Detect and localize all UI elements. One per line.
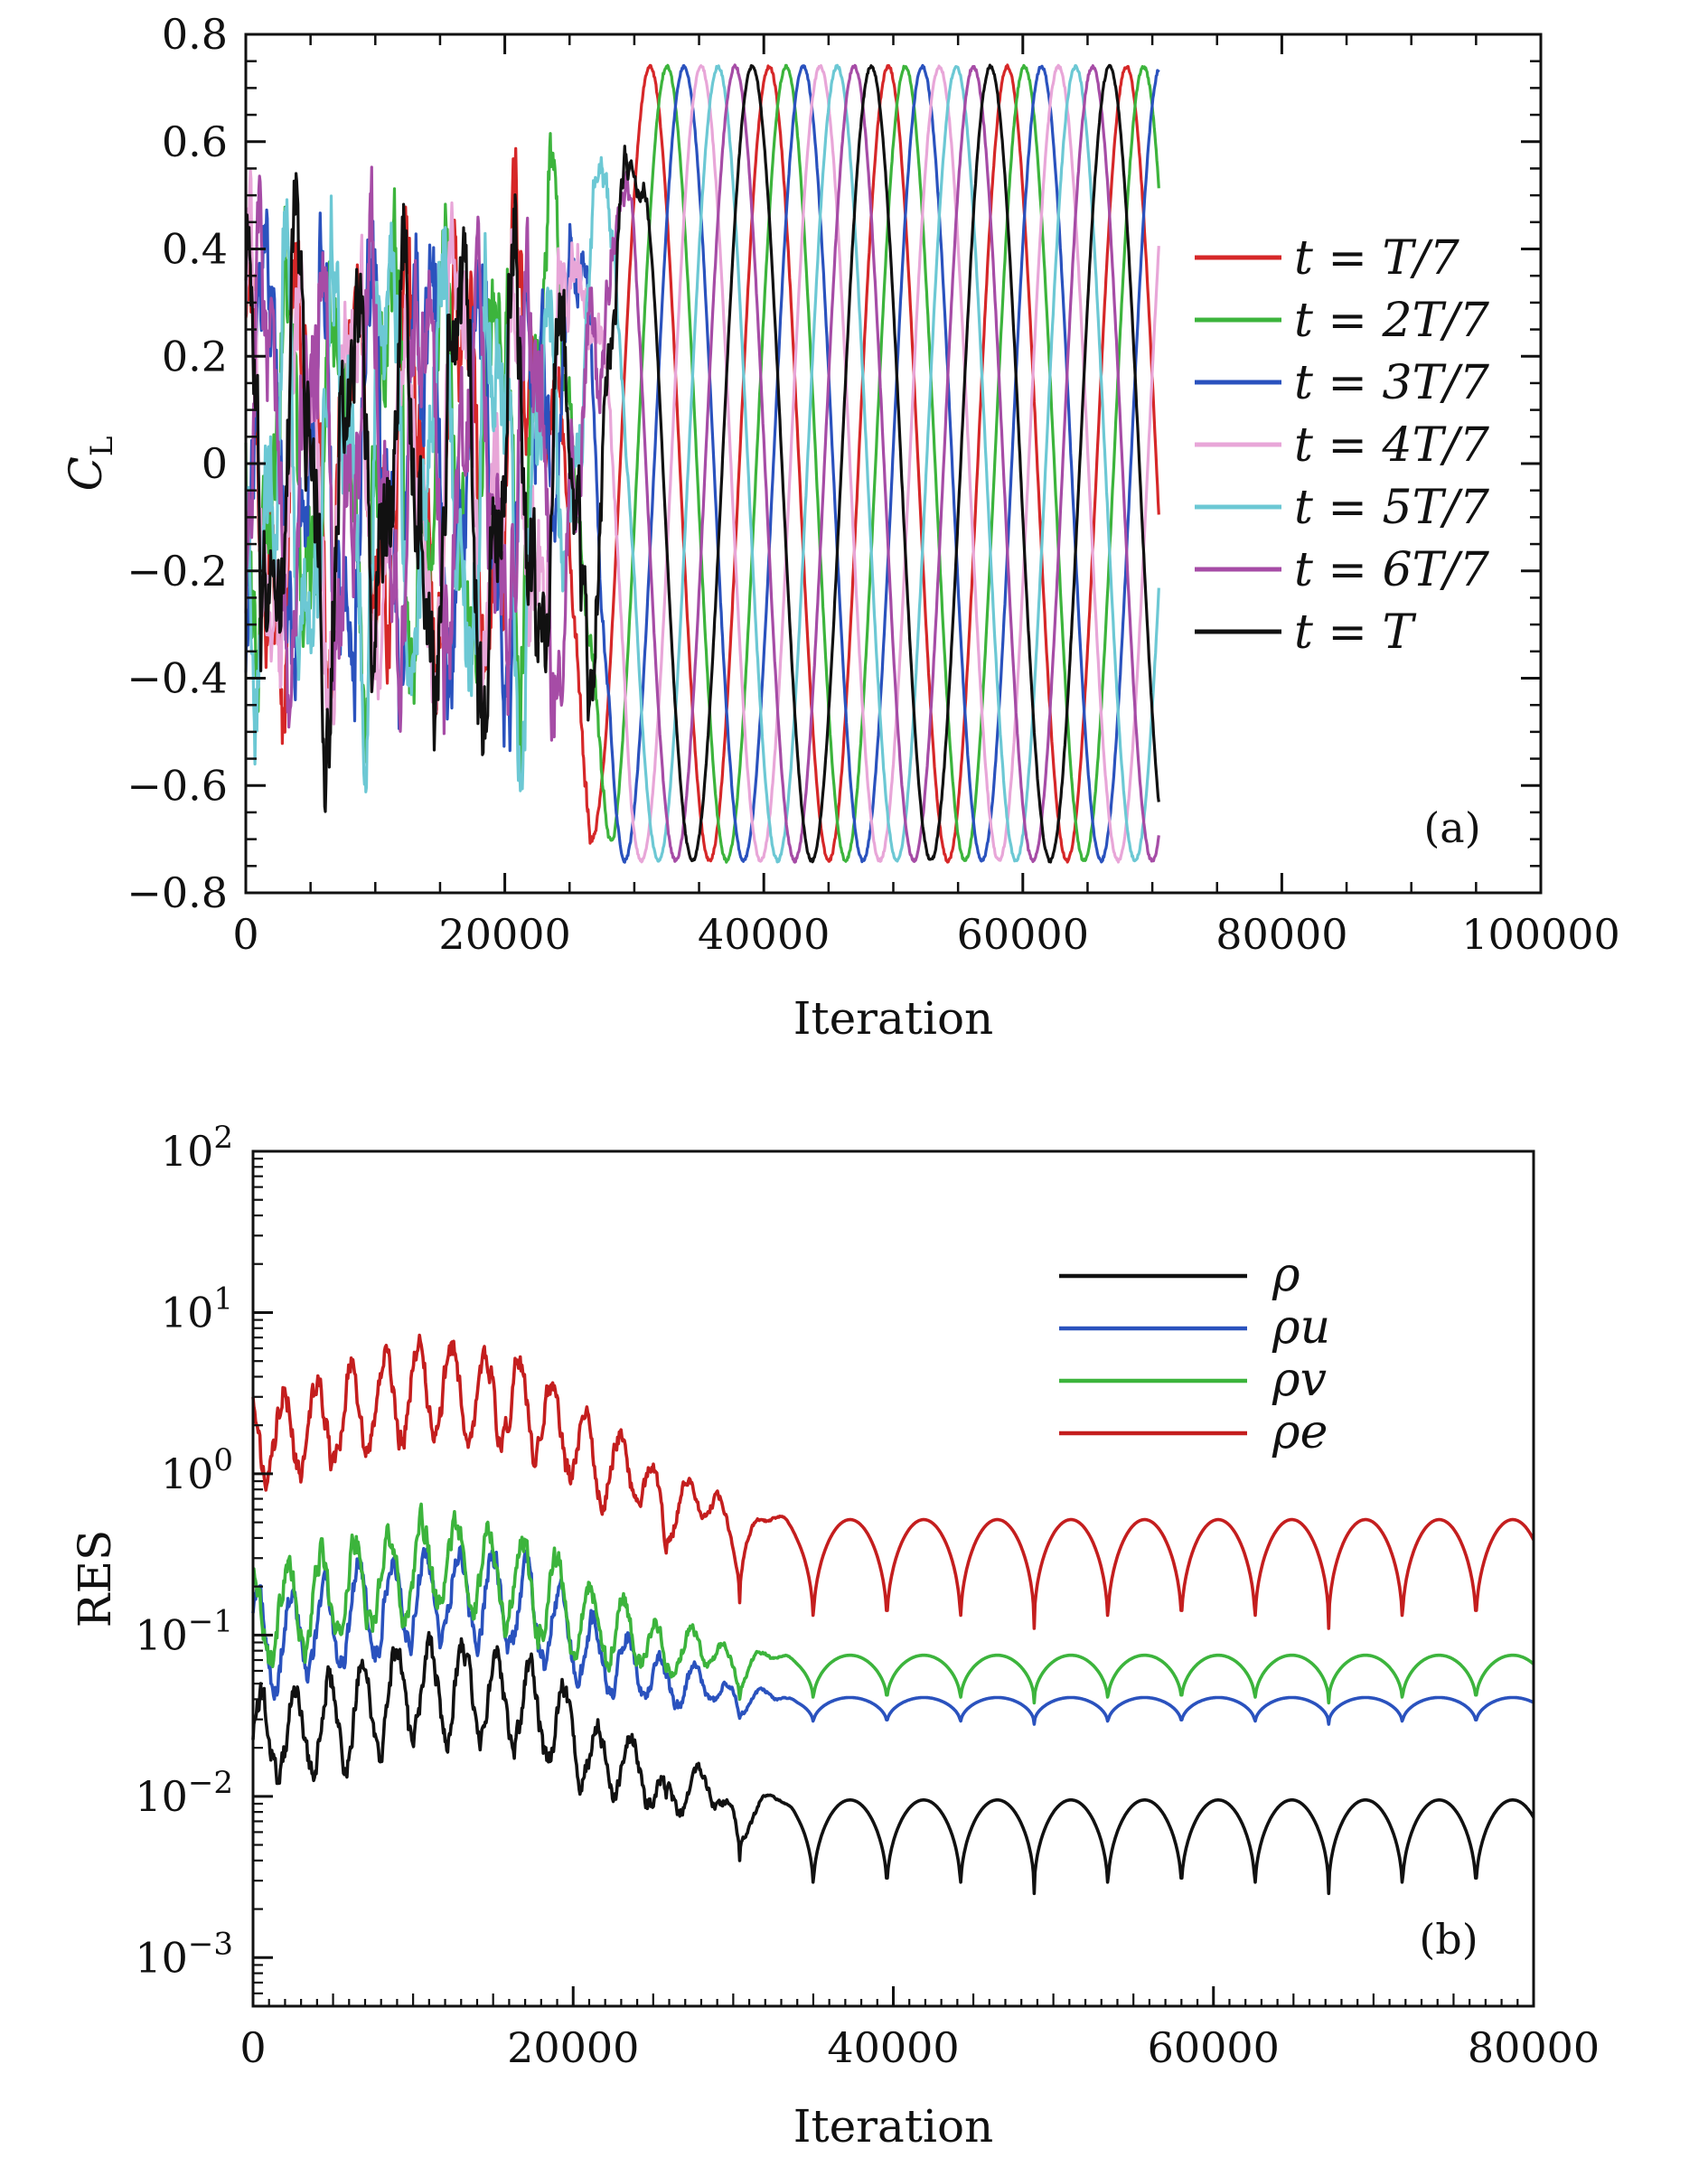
y-tick-label: 102 (161, 1120, 233, 1176)
legend-item-3: t = 3T/7 (1195, 356, 1490, 410)
y-tick-exponent: 0 (213, 1442, 233, 1478)
x-tick-label: 40000 (827, 2023, 959, 2072)
panel-a-y-axis-label-main: C (60, 456, 112, 491)
legend-item-1: ρ (1059, 1248, 1300, 1302)
panel-a-y-axis-label: CL (60, 436, 120, 492)
y-tick-base: 10 (161, 1288, 214, 1337)
legend-item-5: t = 5T/7 (1195, 481, 1490, 535)
y-tick-base: 10 (161, 1127, 214, 1176)
x-tick-label: 100000 (1461, 910, 1620, 959)
legend-item-3: ρv (1059, 1353, 1327, 1407)
y-tick-exponent: −1 (188, 1603, 233, 1639)
y-tick-base: 10 (135, 1772, 188, 1821)
y-tick-label: −0.2 (127, 547, 228, 596)
y-tick-exponent: 2 (213, 1120, 233, 1156)
panel-a-y-axis-label-subscript: L (84, 436, 120, 457)
x-tick-label: 0 (239, 2023, 266, 2072)
legend-label: ρ (1272, 1248, 1300, 1302)
y-tick-label: −0.6 (127, 761, 228, 810)
y-tick-label: 0.4 (162, 225, 228, 274)
y-tick-label: 10−2 (135, 1765, 233, 1821)
y-tick-base: 10 (161, 1449, 214, 1498)
x-tick-label: 80000 (1468, 2023, 1600, 2072)
legend-item-4: t = 4T/7 (1195, 418, 1490, 473)
y-tick-label: 0.8 (162, 10, 228, 59)
panel-b-residual-history: 0 20000 40000 60000 8000010210110010−110−210… (69, 1120, 1600, 2153)
y-tick-label: 0 (202, 439, 228, 488)
legend-item-1: t = T/7 (1195, 231, 1460, 286)
panel-b-y-axis-label: RES (69, 1530, 121, 1628)
series-line-6 (244, 63, 1160, 864)
x-tick-label: 80000 (1215, 910, 1347, 959)
series-line-3 (252, 1502, 1535, 1705)
y-tick-label: 101 (161, 1280, 233, 1337)
y-tick-exponent: −3 (188, 1926, 233, 1962)
legend-label: ρu (1272, 1300, 1330, 1355)
x-tick-label: 60000 (957, 910, 1089, 959)
legend-label: t = 4T/7 (1294, 418, 1490, 473)
legend-item-6: t = 6T/7 (1195, 543, 1490, 597)
legend-label: t = 6T/7 (1294, 543, 1490, 597)
y-tick-label: 100 (161, 1442, 233, 1498)
panel-a-cl-history: 0 20000 40000 60000 80000 100000 0.8 0.6 0.4 0.2 0… (60, 10, 1620, 1045)
x-tick-label: 40000 (698, 910, 830, 959)
legend-item-2: t = 2T/7 (1195, 294, 1490, 348)
y-tick-label: −0.4 (127, 654, 228, 703)
legend-label: ρe (1272, 1405, 1328, 1459)
y-tick-base: 10 (135, 1933, 188, 1982)
panel-b-label: (b) (1419, 1915, 1478, 1964)
panel-a-ticks: 0 20000 40000 60000 80000 100000 0.8 0.6 0.4 0.2 0… (127, 10, 1620, 959)
legend-item-4: ρe (1059, 1405, 1328, 1459)
y-tick-label: 0.6 (162, 117, 228, 166)
panel-a-x-axis-label: Iteration (793, 992, 994, 1045)
legend-label: t = 3T/7 (1294, 356, 1490, 410)
panel-b-series-lines (251, 1333, 1535, 1896)
y-tick-label: 10−1 (135, 1603, 233, 1659)
y-tick-label: 10−3 (135, 1926, 233, 1982)
legend-label: t = 2T/7 (1294, 294, 1490, 348)
panel-b-x-axis-label: Iteration (793, 2100, 994, 2153)
x-tick-label: 0 (232, 910, 258, 959)
legend-label: t = T/7 (1294, 231, 1460, 286)
x-tick-label: 20000 (438, 910, 570, 959)
panel-a-series-lines (244, 63, 1160, 864)
y-tick-exponent: 1 (213, 1280, 233, 1317)
panel-b-ticks: 0 20000 40000 60000 8000010210110010−110−210… (135, 1120, 1600, 2072)
series-line-1 (251, 1630, 1535, 1896)
y-tick-label: −0.8 (127, 868, 228, 917)
legend-item-7: t = T (1195, 605, 1417, 660)
y-tick-label: 0.2 (162, 332, 228, 380)
series-line-5 (244, 63, 1160, 864)
series-line-7 (244, 63, 1160, 864)
panel-a-label: (a) (1423, 803, 1480, 852)
x-tick-label: 60000 (1148, 2023, 1280, 2072)
series-line-4 (251, 1333, 1535, 1630)
legend-label: t = T (1294, 605, 1417, 660)
legend-item-2: ρu (1059, 1300, 1330, 1355)
panel-a-legend: t = T/7 t = 2T/7 t = 3T/7 t = 4T/7 t = 5T/7 t… (1195, 231, 1490, 660)
x-tick-label: 20000 (507, 2023, 639, 2072)
y-tick-exponent: −2 (188, 1765, 233, 1801)
legend-label: t = 5T/7 (1294, 481, 1490, 535)
legend-label: ρv (1272, 1353, 1327, 1407)
y-tick-base: 10 (135, 1610, 188, 1659)
